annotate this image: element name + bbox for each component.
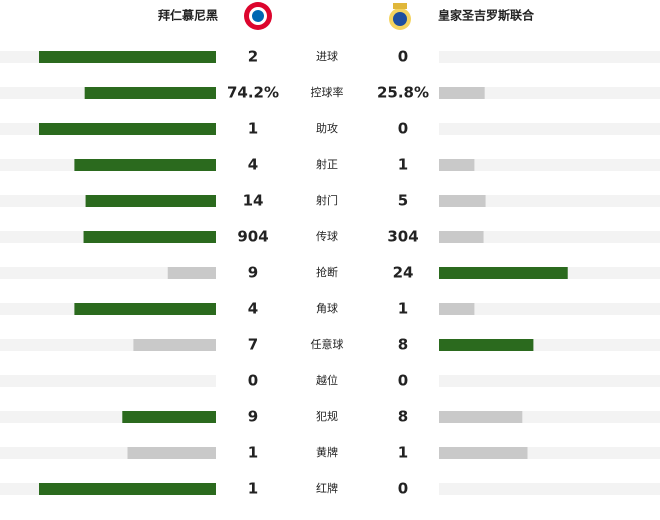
away-value: 0 (398, 480, 408, 498)
away-bar (439, 87, 485, 99)
stat-name: 控球率 (311, 85, 344, 99)
away-value: 24 (393, 264, 414, 282)
away-bar (439, 195, 486, 207)
away-value: 1 (398, 300, 408, 318)
home-value: 1 (248, 480, 258, 498)
home-bar (85, 195, 216, 207)
home-track (0, 375, 216, 387)
away-track (439, 231, 660, 243)
away-track (439, 375, 660, 387)
home-bar (133, 339, 216, 351)
away-value: 0 (398, 372, 408, 390)
home-value: 9 (248, 264, 258, 282)
home-bar (167, 267, 216, 279)
stat-name: 助攻 (316, 121, 338, 135)
away-value: 1 (398, 156, 408, 174)
home-bar (39, 123, 216, 135)
stat-name: 红牌 (316, 481, 338, 495)
home-value: 4 (248, 300, 258, 318)
stat-name: 黄牌 (316, 445, 338, 459)
stat-name: 传球 (316, 229, 338, 243)
home-bar (84, 87, 216, 99)
away-bar (439, 303, 475, 315)
away-track (439, 195, 660, 207)
away-value: 0 (398, 48, 408, 66)
away-bar (439, 411, 523, 423)
home-bar (122, 411, 216, 423)
away-track (439, 303, 660, 315)
away-value: 1 (398, 444, 408, 462)
home-track (0, 267, 216, 279)
away-team: 皇家圣吉罗斯联合 (438, 8, 535, 23)
home-value: 1 (248, 444, 258, 462)
stat-name: 任意球 (311, 337, 344, 351)
away-track (439, 87, 660, 99)
home-bar (39, 51, 216, 63)
stat-name: 抢断 (316, 265, 338, 279)
away-logo (389, 3, 411, 30)
away-bar (439, 231, 484, 243)
stat-name: 角球 (316, 301, 338, 315)
away-value: 25.8% (377, 84, 429, 102)
away-track (439, 483, 660, 495)
away-value: 0 (398, 120, 408, 138)
home-value: 904 (237, 228, 268, 246)
home-team: 拜仁慕尼黑 (158, 8, 218, 23)
home-value: 74.2% (227, 84, 279, 102)
home-bar (83, 231, 216, 243)
away-value: 304 (387, 228, 418, 246)
away-bar (439, 267, 568, 279)
home-value: 4 (248, 156, 258, 174)
home-bar (74, 303, 217, 315)
home-bar (127, 447, 216, 459)
home-value: 9 (248, 408, 258, 426)
home-value: 0 (248, 372, 258, 390)
away-bar (439, 447, 528, 459)
stat-name: 越位 (316, 373, 338, 387)
home-bar (74, 159, 217, 171)
stat-name: 进球 (316, 49, 338, 63)
home-bar (39, 483, 216, 495)
away-value: 8 (398, 408, 408, 426)
home-value: 2 (248, 48, 258, 66)
away-bar (439, 159, 475, 171)
home-value: 7 (248, 336, 258, 354)
away-value: 5 (398, 192, 408, 210)
stat-name: 犯规 (316, 409, 338, 423)
away-track (439, 123, 660, 135)
home-value: 14 (243, 192, 264, 210)
away-value: 8 (398, 336, 408, 354)
away-track (439, 51, 660, 63)
home-logo (244, 2, 272, 30)
home-value: 1 (248, 120, 258, 138)
stat-name: 射正 (316, 157, 338, 171)
stat-name: 射门 (316, 193, 338, 207)
away-bar (439, 339, 534, 351)
away-track (439, 159, 660, 171)
